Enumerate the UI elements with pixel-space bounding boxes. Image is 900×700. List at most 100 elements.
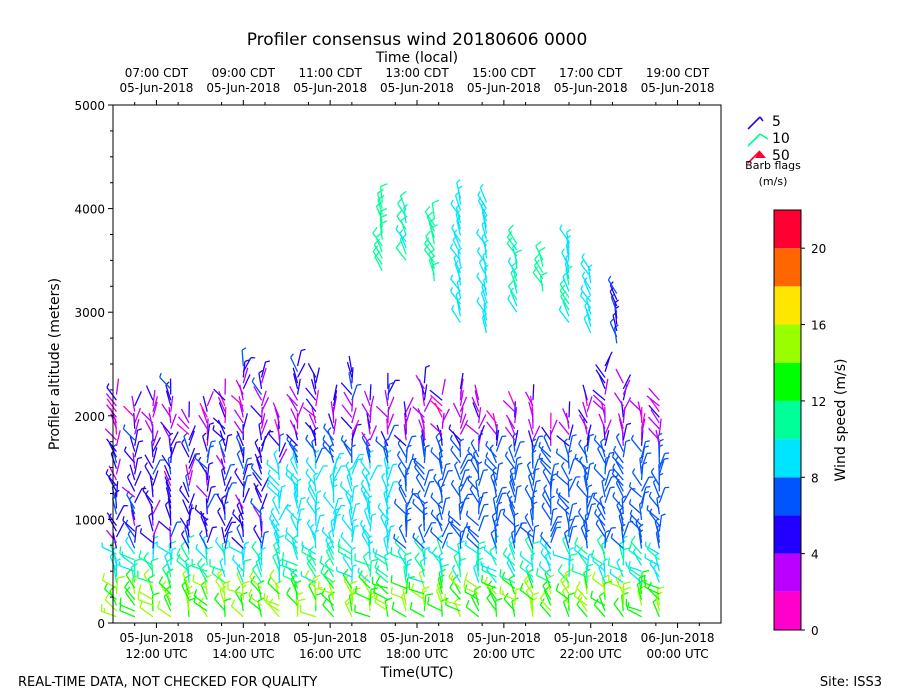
barb-shaft (592, 400, 606, 413)
barb-flag (119, 546, 122, 554)
barb-flag (433, 473, 437, 479)
barb-flag (631, 468, 636, 473)
x-tick-date: 05-Jun-2018 (119, 631, 193, 645)
barb-shaft (592, 577, 606, 589)
barb-shaft (351, 454, 360, 469)
barb-flag (514, 249, 522, 254)
barb-shaft (336, 570, 353, 578)
barb-flag (451, 224, 455, 229)
barb-shaft (368, 595, 371, 612)
wind-barb (134, 391, 142, 407)
barb-flag (645, 485, 651, 489)
barb-flag (507, 552, 511, 558)
wind-barb (431, 199, 440, 220)
barb-shaft (250, 581, 263, 595)
barb-shaft (361, 403, 371, 418)
barb-flag (430, 509, 434, 515)
barb-shaft (236, 567, 244, 583)
wind-barb (507, 294, 518, 313)
barb-shaft (430, 496, 443, 509)
barb-flag (558, 305, 562, 311)
barb-shaft (236, 573, 244, 589)
wind-barb (115, 505, 129, 521)
barb-shaft (612, 315, 618, 331)
barb-shaft (252, 472, 263, 487)
wind-barb (628, 482, 642, 498)
wind-barb (529, 597, 538, 617)
barb-shaft (278, 486, 283, 503)
wind-barb (315, 367, 320, 384)
barb-shaft (649, 512, 660, 527)
barb-shaft (601, 481, 606, 498)
wind-barb (581, 253, 592, 272)
barb-shaft (562, 601, 570, 618)
wind-barb (206, 390, 214, 407)
wind-barb (177, 416, 190, 430)
barb-shaft (288, 443, 299, 458)
barb-flag (247, 457, 252, 460)
wind-barb (441, 532, 453, 549)
barb-shaft (296, 402, 305, 418)
barb-shaft (236, 430, 244, 447)
barb-shaft (398, 488, 407, 504)
barb-flag (425, 593, 434, 596)
wind-barb (232, 509, 244, 527)
barb-flag (632, 547, 637, 553)
barb-shaft (607, 279, 618, 294)
wind-barb (286, 587, 299, 606)
barb-flag (629, 509, 633, 515)
barb-shaft (568, 526, 574, 543)
wind-barb (578, 414, 588, 430)
wind-barb (541, 502, 552, 521)
wind-barb (646, 395, 660, 407)
wind-barb (206, 485, 216, 503)
wind-barb (417, 490, 425, 509)
wind-barb (350, 546, 356, 566)
barb-shaft (568, 401, 571, 418)
wind-barb (483, 544, 497, 561)
barb-flag (322, 435, 326, 440)
barb-shaft (618, 515, 624, 532)
barb-shaft (163, 465, 172, 481)
barb-shaft (183, 436, 190, 452)
barb-flag (587, 484, 593, 488)
wind-barb (433, 473, 443, 492)
wind-barb (296, 362, 306, 378)
barb-shaft (305, 472, 317, 487)
wind-barb (179, 517, 190, 532)
barb-shaft (532, 272, 544, 286)
barb-shaft (540, 552, 552, 566)
wind-barb (351, 419, 360, 435)
barb-shaft (183, 578, 190, 595)
barb-shaft (539, 604, 552, 618)
barb-flag (542, 580, 549, 587)
wind-barb (224, 482, 237, 498)
barb-flag (266, 459, 269, 465)
barb-shaft (452, 239, 462, 255)
wind-barb (307, 363, 317, 378)
barb-shaft (453, 464, 462, 481)
barb-shaft (115, 430, 121, 446)
wind-barb (194, 504, 208, 521)
barb-shaft (538, 457, 552, 470)
barb-shaft (288, 397, 299, 412)
barb-shaft (300, 611, 317, 618)
wind-barb (476, 247, 488, 265)
wind-barb (590, 590, 606, 606)
wind-barb (405, 576, 415, 595)
barb-legend-units: (m/s) (759, 175, 788, 188)
barb-shaft (351, 384, 358, 401)
wind-barb (425, 230, 435, 251)
barb-shaft (242, 374, 251, 390)
barb-shaft (152, 401, 158, 418)
barb-shaft (502, 553, 516, 566)
barb-shaft (179, 489, 190, 504)
barb-flag (205, 546, 213, 551)
barb-shaft (250, 405, 263, 418)
barb-shaft (479, 187, 488, 203)
wind-barb (306, 496, 317, 515)
barb-flag (390, 524, 395, 528)
wind-barb (423, 480, 435, 498)
barb-shaft (481, 224, 488, 240)
barb-flag (513, 512, 519, 516)
